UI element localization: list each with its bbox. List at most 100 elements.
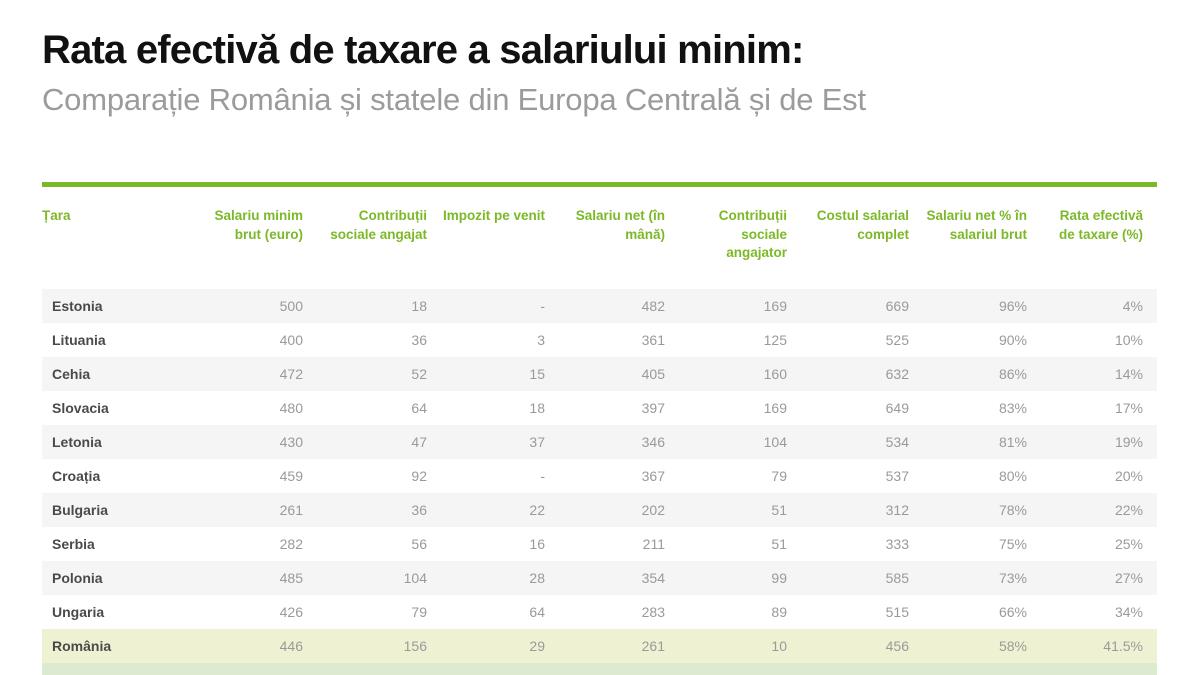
table-row: Medie422672133410052279%21% — [42, 662, 1157, 675]
column-header-8: Rata efectivă de taxare (%) — [1058, 208, 1143, 242]
cell-total_cost: 522 — [801, 662, 923, 675]
cell-gross: 500 — [197, 288, 317, 323]
table-header-row: Țara Salariu minim brut (euro) Contribuții… — [42, 187, 1157, 289]
cell-income_tax: 64 — [441, 594, 559, 629]
table-row: Serbia 282 56 16 211 51 333 75% 25% — [42, 526, 1157, 561]
column-header-7: Salariu net % în salariul brut — [926, 208, 1027, 242]
cell-effective_rate: 41.5% — [1041, 628, 1157, 663]
cell-employee_contrib: 92 — [317, 458, 441, 493]
column-header-0: Țara — [42, 208, 71, 223]
cell-gross: 261 — [197, 492, 317, 527]
cell-employer_contrib: 100 — [679, 662, 801, 675]
table-row: Ungaria 426 79 64 283 89 515 66% 34% — [42, 594, 1157, 629]
cell-employer_contrib: 89 — [679, 594, 801, 629]
cell-net_pct: 66% — [923, 594, 1041, 629]
cell-country: Slovacia — [42, 390, 197, 425]
cell-country: Lituania — [42, 322, 197, 357]
table-row: Cehia 472 52 15 405 160 632 86% 14% — [42, 356, 1157, 391]
table-body: Estonia 500 18-482 169 669 96% 4% Lituania 400 36… — [42, 288, 1157, 675]
table-top-rule — [42, 182, 1157, 187]
cell-net_pct: 90% — [923, 322, 1041, 357]
cell-employee_contrib: 36 — [317, 322, 441, 357]
cell-net_pct: 79% — [923, 662, 1041, 675]
cell-effective_rate: 27% — [1041, 560, 1157, 595]
cell-income_tax: 15 — [441, 356, 559, 391]
cell-employee_contrib: 47 — [317, 424, 441, 459]
cell-total_cost: 515 — [801, 594, 923, 629]
table-row: Croația 459 92-367 79 537 80% 20% — [42, 458, 1157, 493]
cell-country: Letonia — [42, 424, 197, 459]
table-row: Estonia 500 18-482 169 669 96% 4% — [42, 288, 1157, 323]
cell-employer_contrib: 169 — [679, 288, 801, 323]
cell-total_cost: 534 — [801, 424, 923, 459]
cell-employee_contrib: 18 — [317, 288, 441, 323]
cell-net: 397 — [559, 390, 679, 425]
cell-net: 334 — [559, 662, 679, 675]
cell-employee_contrib: 67 — [317, 662, 441, 675]
cell-employer_contrib: 51 — [679, 492, 801, 527]
page-header: Rata efectivă de taxare a salariului min… — [0, 0, 1200, 118]
cell-net_pct: 58% — [923, 628, 1041, 663]
cell-country: Medie — [42, 662, 197, 675]
cell-income_tax: 18 — [441, 390, 559, 425]
cell-effective_rate: 4% — [1041, 288, 1157, 323]
cell-income_tax: 3 — [441, 322, 559, 357]
cell-income_tax: 22 — [441, 492, 559, 527]
cell-effective_rate: 10% — [1041, 322, 1157, 357]
cell-net_pct: 80% — [923, 458, 1041, 493]
cell-effective_rate: 20% — [1041, 458, 1157, 493]
cell-employee_contrib: 156 — [317, 628, 441, 663]
cell-employer_contrib: 10 — [679, 628, 801, 663]
cell-employee_contrib: 64 — [317, 390, 441, 425]
cell-country: Cehia — [42, 356, 197, 391]
cell-effective_rate: 19% — [1041, 424, 1157, 459]
cell-country: România — [42, 628, 197, 663]
cell-total_cost: 649 — [801, 390, 923, 425]
cell-total_cost: 585 — [801, 560, 923, 595]
cell-net: 361 — [559, 322, 679, 357]
cell-gross: 472 — [197, 356, 317, 391]
cell-effective_rate: 21% — [1041, 662, 1157, 675]
cell-income_tax: - — [441, 458, 559, 493]
cell-gross: 446 — [197, 628, 317, 663]
cell-income_tax: 37 — [441, 424, 559, 459]
cell-net: 202 — [559, 492, 679, 527]
cell-country: Bulgaria — [42, 492, 197, 527]
page-title: Rata efectivă de taxare a salariului min… — [42, 28, 804, 72]
cell-net: 346 — [559, 424, 679, 459]
cell-employee_contrib: 56 — [317, 526, 441, 561]
cell-income_tax: 28 — [441, 560, 559, 595]
cell-net_pct: 78% — [923, 492, 1041, 527]
cell-gross: 282 — [197, 526, 317, 561]
column-header-6: Costul salarial complet — [816, 208, 909, 242]
cell-income_tax: 21 — [441, 662, 559, 675]
cell-total_cost: 537 — [801, 458, 923, 493]
cell-total_cost: 669 — [801, 288, 923, 323]
cell-effective_rate: 25% — [1041, 526, 1157, 561]
cell-income_tax: 29 — [441, 628, 559, 663]
table-row: Lituania 400 36 3 361 125 525 90% 10% — [42, 322, 1157, 357]
cell-effective_rate: 17% — [1041, 390, 1157, 425]
page-subtitle: Comparație România și statele din Europa… — [42, 81, 866, 117]
cell-net_pct: 81% — [923, 424, 1041, 459]
cell-country: Polonia — [42, 560, 197, 595]
column-header-2: Contribuții sociale angajat — [330, 208, 427, 242]
cell-income_tax: - — [441, 288, 559, 323]
cell-country: Croația — [42, 458, 197, 493]
cell-employee_contrib: 36 — [317, 492, 441, 527]
column-header-4: Salariu net (în mână) — [575, 208, 665, 242]
cell-net_pct: 75% — [923, 526, 1041, 561]
cell-total_cost: 525 — [801, 322, 923, 357]
cell-gross: 422 — [197, 662, 317, 675]
cell-country: Serbia — [42, 526, 197, 561]
cell-net_pct: 73% — [923, 560, 1041, 595]
cell-gross: 480 — [197, 390, 317, 425]
cell-country: Estonia — [42, 288, 197, 323]
cell-employer_contrib: 160 — [679, 356, 801, 391]
table-row: Slovacia 480 64 18 397 169 649 83% 17% — [42, 390, 1157, 425]
table-row: Letonia 430 47 37 346 104 534 81% 19% — [42, 424, 1157, 459]
cell-employer_contrib: 104 — [679, 424, 801, 459]
cell-net: 261 — [559, 628, 679, 663]
cell-gross: 400 — [197, 322, 317, 357]
table-row: Bulgaria 261 36 22 202 51 312 78% 22% — [42, 492, 1157, 527]
